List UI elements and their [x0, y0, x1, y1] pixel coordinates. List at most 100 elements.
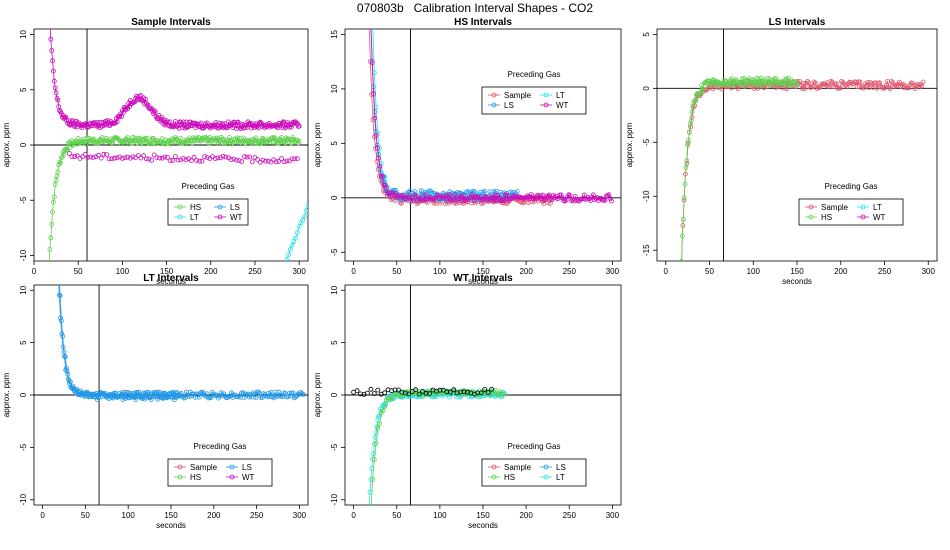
x-axis-label: seconds	[156, 521, 186, 530]
data-point	[547, 200, 553, 206]
y-tick-label: -5	[330, 248, 339, 256]
x-tick-label: 200	[207, 511, 221, 520]
data-point	[688, 118, 694, 124]
data-point	[172, 119, 178, 124]
data-point	[225, 395, 230, 401]
data-point	[180, 119, 186, 125]
data-point	[202, 154, 208, 160]
x-tick-label: 0	[32, 267, 37, 276]
legend-swatch-point	[543, 92, 549, 98]
panel-wt-intervals: WT Intervals 0 50 100 150 200 250 300 -10 -5 0 5 10 s…	[313, 273, 622, 530]
data-point	[404, 192, 410, 198]
y-tick-label: 0	[642, 86, 651, 91]
legend-label: Sample	[190, 463, 218, 472]
data-point	[141, 153, 147, 159]
legend-swatch-point	[860, 204, 866, 210]
data-point	[101, 123, 107, 128]
x-tick-label: 150	[160, 267, 174, 276]
x-axis-label: seconds	[156, 277, 186, 286]
data-point	[461, 389, 467, 395]
data-point	[162, 154, 168, 160]
data-point	[701, 87, 706, 93]
data-point	[462, 198, 468, 204]
data-point	[458, 193, 464, 199]
data-point	[130, 154, 136, 160]
data-point	[286, 124, 292, 130]
data-point	[289, 156, 295, 162]
data-point	[413, 387, 419, 393]
data-point	[215, 155, 221, 161]
data-point	[887, 86, 893, 92]
data-point	[157, 390, 163, 396]
data-point	[834, 81, 839, 87]
legend-label: LT	[873, 203, 882, 212]
data-point	[120, 155, 125, 161]
y-tick-label: -5	[19, 443, 28, 451]
data-point	[371, 391, 377, 397]
data-point	[253, 395, 259, 401]
data-point	[560, 195, 565, 201]
data-point	[837, 85, 843, 91]
y-tick-label: 5	[642, 32, 651, 37]
y-tick-label: 0	[19, 142, 28, 147]
data-point	[249, 159, 255, 165]
x-tick-label: 100	[433, 511, 447, 520]
data-point	[119, 392, 125, 398]
data-point	[114, 155, 120, 161]
data-point	[485, 390, 491, 396]
legend-swatch-point	[217, 214, 223, 220]
data-point	[371, 451, 376, 457]
data-point	[142, 396, 148, 402]
data-point	[545, 200, 551, 206]
data-point	[112, 155, 117, 161]
series-sample	[680, 78, 926, 261]
series-line	[370, 389, 504, 505]
data-point	[241, 154, 247, 160]
legend-item-hs: HS	[805, 213, 832, 222]
data-point	[452, 192, 458, 198]
data-point	[233, 157, 239, 163]
data-point	[117, 113, 123, 119]
data-point	[208, 395, 214, 401]
data-point	[492, 193, 498, 198]
data-point	[442, 193, 448, 199]
x-tick-label: 200	[519, 511, 533, 520]
data-point	[369, 21, 373, 25]
data-point	[303, 208, 308, 214]
data-point	[58, 160, 63, 166]
legend-label: Sample	[821, 203, 849, 212]
data-point	[133, 155, 139, 161]
legend-item-wt: WT	[214, 213, 243, 222]
data-point	[380, 178, 385, 184]
x-tick-label: 50	[74, 267, 83, 276]
data-point	[294, 230, 300, 236]
data-point	[682, 181, 688, 187]
data-point	[822, 81, 827, 87]
data-point	[178, 135, 184, 141]
data-point	[567, 192, 573, 198]
data-point	[162, 122, 168, 128]
data-point	[514, 189, 520, 195]
data-point	[151, 152, 157, 158]
panel-title: LT Intervals	[143, 273, 199, 284]
x-tick-label: 300	[922, 267, 936, 276]
data-point	[128, 138, 134, 144]
data-point	[144, 135, 150, 141]
data-point	[420, 388, 426, 394]
legend-box	[167, 198, 249, 226]
data-point	[392, 387, 398, 393]
y-tick-label: -5	[330, 443, 339, 451]
data-point	[300, 392, 306, 397]
data-point	[489, 386, 495, 392]
x-tick-label: 250	[563, 267, 577, 276]
legend-label: HS	[821, 213, 832, 222]
data-point	[53, 90, 59, 96]
data-point	[65, 371, 71, 377]
data-point	[372, 115, 378, 121]
legend-item-ls: LS	[226, 463, 252, 472]
data-point	[85, 154, 91, 160]
x-tick-label: 100	[433, 267, 447, 276]
data-point	[383, 185, 389, 191]
data-point	[188, 158, 194, 164]
data-point	[396, 387, 401, 393]
